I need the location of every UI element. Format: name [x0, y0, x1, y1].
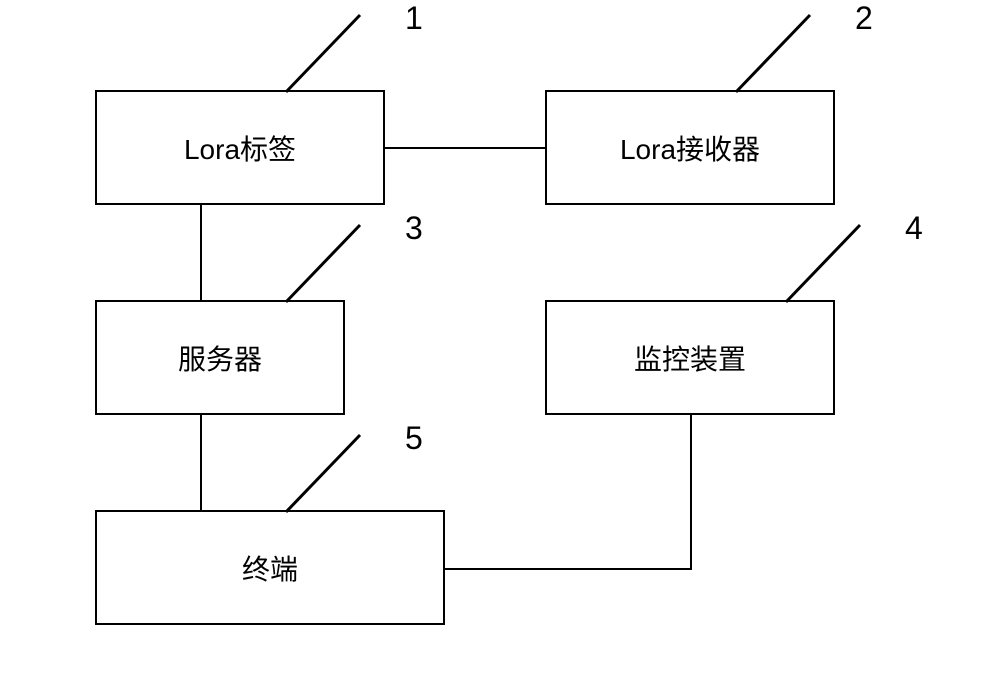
number-label-1: 1: [405, 0, 423, 37]
number-label-5: 5: [405, 420, 423, 457]
number-label-2: 2: [855, 0, 873, 37]
leader-line-1: [0, 0, 1000, 676]
number-label-3: 3: [405, 210, 423, 247]
number-label-4: 4: [905, 210, 923, 247]
